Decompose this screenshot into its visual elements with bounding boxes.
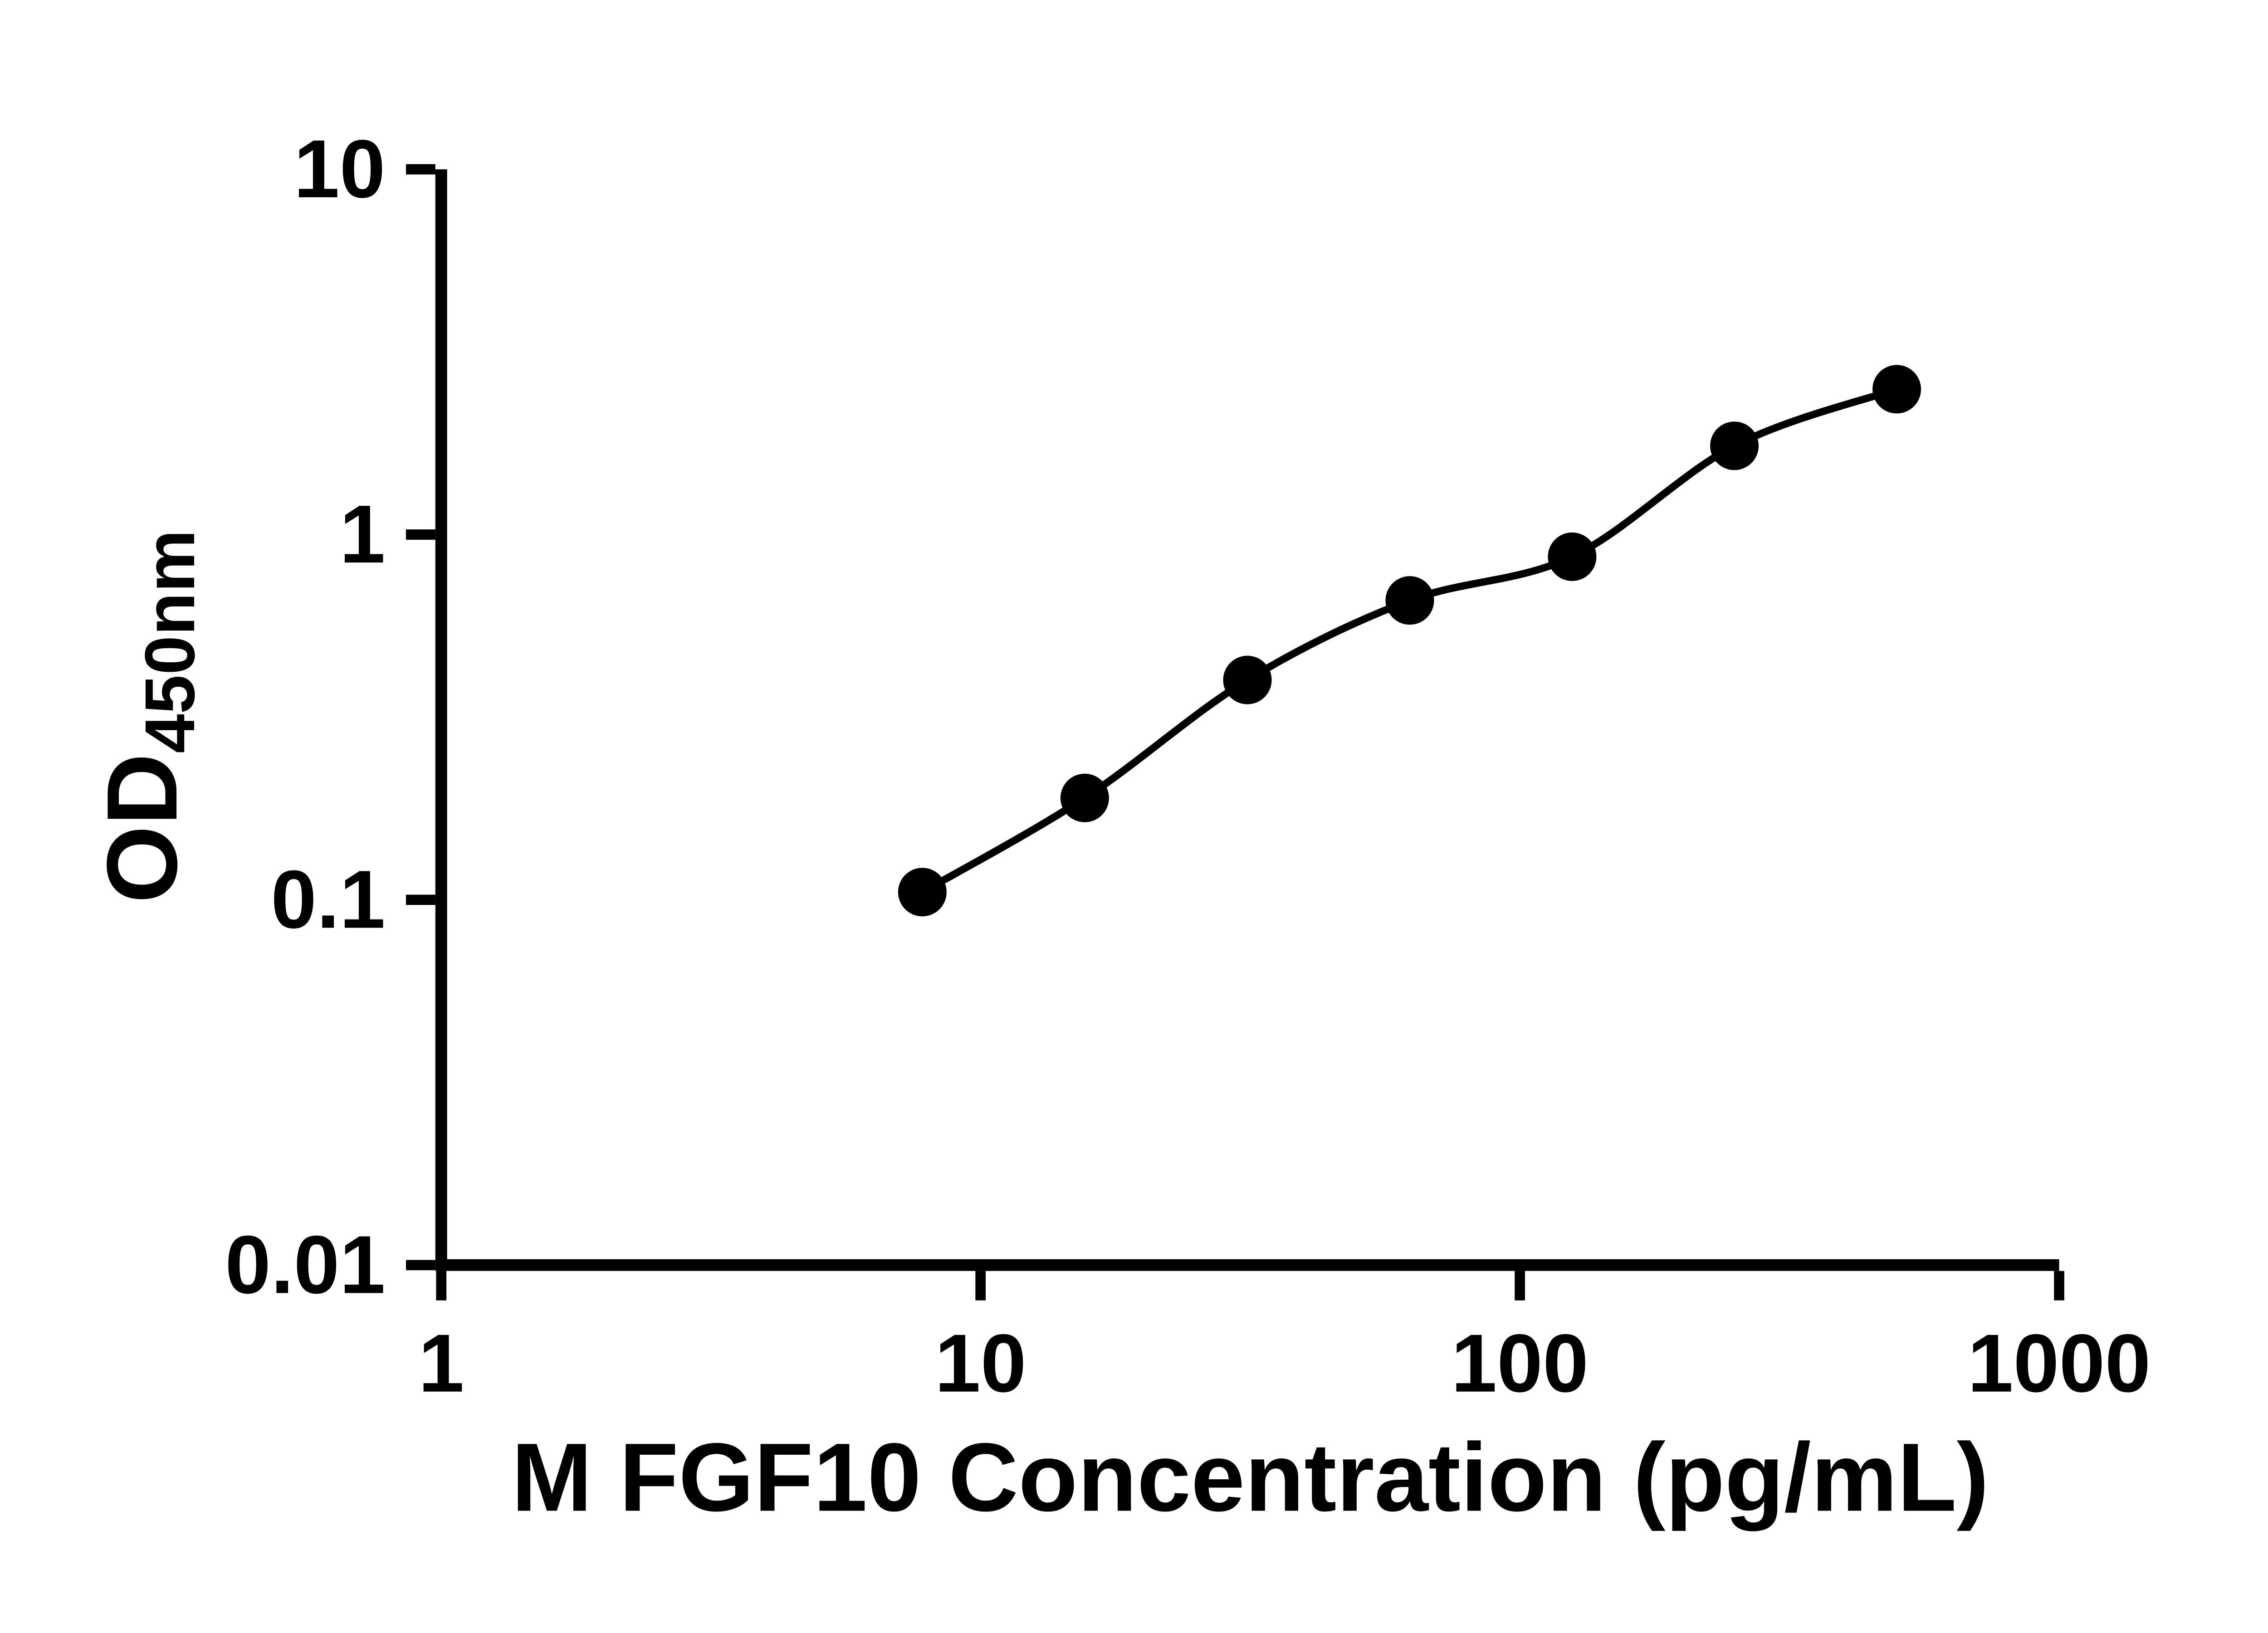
axes bbox=[435, 169, 2059, 1271]
x-tick-label: 100 bbox=[1451, 1318, 1589, 1409]
tick-labels: 0.01 0.1 1 10 1 10 100 1000 bbox=[225, 123, 2151, 1409]
y-axis-title: OD450nm bbox=[86, 530, 209, 904]
y-tick-label: 0.1 bbox=[271, 854, 385, 945]
y-tick-label: 1 bbox=[340, 489, 386, 580]
axis-lines bbox=[435, 169, 2059, 1271]
x-tick-label: 1 bbox=[418, 1318, 464, 1409]
data-point bbox=[1548, 532, 1597, 581]
data-point bbox=[1223, 655, 1272, 704]
x-tick-label: 1000 bbox=[1968, 1318, 2151, 1409]
data-point bbox=[1385, 576, 1434, 625]
standard-curve-plot: 0.01 0.1 1 10 1 10 100 1000 M FGF10 Concentrati… bbox=[86, 123, 2151, 1532]
standard-curve-figure: 0.01 0.1 1 10 1 10 100 1000 M FGF10 Concentrati… bbox=[0, 22, 2268, 1611]
data-point bbox=[1872, 365, 1921, 414]
fit-curve bbox=[920, 386, 1898, 895]
y-axis-title-main: OD bbox=[86, 753, 198, 904]
x-tick-label: 10 bbox=[935, 1318, 1026, 1409]
x-axis-title: M FGF10 Concentration (pg/mL) bbox=[511, 1423, 1989, 1531]
data-point bbox=[898, 868, 947, 917]
data-point bbox=[1060, 773, 1109, 822]
y-axis-title-subscript: 450nm bbox=[130, 530, 209, 753]
chart-page: 0.01 0.1 1 10 1 10 100 1000 M FGF10 Concentrati… bbox=[0, 22, 2268, 1611]
tick-marks bbox=[406, 164, 2064, 1301]
y-tick-label: 0.01 bbox=[225, 1219, 385, 1311]
data-point bbox=[1710, 421, 1759, 470]
y-tick-label: 10 bbox=[294, 123, 386, 215]
data-series bbox=[898, 365, 1921, 917]
